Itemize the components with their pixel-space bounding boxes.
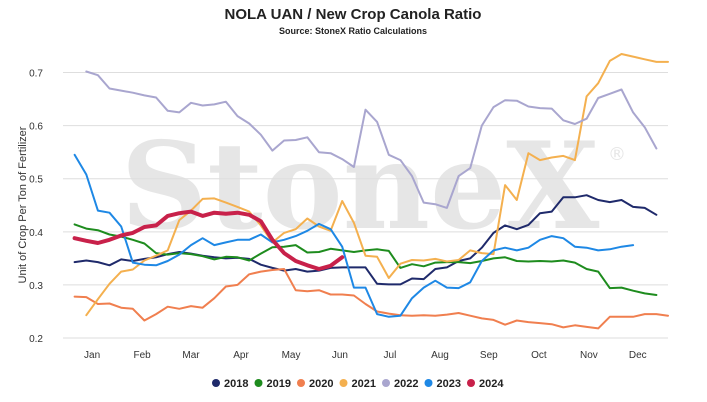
x-tick-label: Oct <box>531 350 547 361</box>
series-line-2024 <box>72 209 345 271</box>
legend: 2018 2019 2020 2021 2022 2023 2024 <box>212 378 504 390</box>
x-tick-label: Dec <box>629 350 647 361</box>
y-tick-label: 0.3 <box>29 281 43 292</box>
legend-marker <box>212 379 220 387</box>
legend-marker <box>339 379 348 387</box>
legend-marker <box>467 379 475 387</box>
series-line-2021 <box>85 53 669 317</box>
x-tick-label: Aug <box>431 350 449 361</box>
legend-label: 2019 <box>267 378 291 390</box>
legend-marker <box>382 379 390 387</box>
y-tick-label: 0.5 <box>29 175 43 186</box>
x-tick-label: Feb <box>133 350 151 361</box>
legend-item-2022: 2022 <box>382 378 418 390</box>
x-tick-label: Jul <box>384 350 397 361</box>
legend-item-2018: 2018 <box>212 378 248 390</box>
x-tick-label: Jun <box>332 350 348 361</box>
legend-item-2020: 2020 <box>297 378 333 390</box>
series-lines <box>72 53 669 330</box>
x-tick-label: Jan <box>84 350 100 361</box>
y-axis: 0.2 0.3 0.4 0.5 0.6 0.7 <box>29 69 43 345</box>
legend-label: 2018 <box>224 378 248 390</box>
y-tick-label: 0.6 <box>29 122 43 133</box>
legend-item-2023: 2023 <box>424 378 461 390</box>
watermark-registered-mark: ® <box>608 144 626 165</box>
x-tick-label: Apr <box>233 350 249 361</box>
chart-title: NOLA UAN / New Crop Canola Ratio <box>225 6 482 23</box>
legend-marker <box>424 379 433 387</box>
gridlines <box>63 72 668 339</box>
x-axis: Jan Feb Mar Apr May Jun Jul Aug Sep Oct Nov Dec <box>84 350 647 361</box>
y-axis-label: Unit of Crop Per Ton of Fertilizer <box>17 126 29 283</box>
legend-marker <box>254 379 263 387</box>
series-line-2022 <box>85 70 658 209</box>
series-line-2020 <box>73 268 669 330</box>
series-line-2019 <box>73 223 658 296</box>
x-tick-label: Sep <box>480 350 498 361</box>
x-tick-label: May <box>282 350 301 361</box>
legend-item-2019: 2019 <box>254 378 291 390</box>
y-tick-label: 0.2 <box>29 334 43 345</box>
y-tick-label: 0.4 <box>29 228 43 239</box>
y-tick-label: 0.7 <box>29 69 43 80</box>
legend-item-2021: 2021 <box>339 378 376 390</box>
legend-marker <box>297 379 305 387</box>
legend-label: 2022 <box>394 378 418 390</box>
legend-label: 2021 <box>352 378 376 390</box>
legend-label: 2024 <box>479 378 504 390</box>
series-line-2023 <box>73 153 635 318</box>
x-tick-label: Mar <box>182 350 200 361</box>
legend-item-2024: 2024 <box>467 378 504 390</box>
legend-label: 2023 <box>437 378 461 390</box>
x-tick-label: Nov <box>580 350 598 361</box>
chart-subtitle: Source: StoneX Ratio Calculations <box>279 26 427 36</box>
legend-label: 2020 <box>309 378 333 390</box>
